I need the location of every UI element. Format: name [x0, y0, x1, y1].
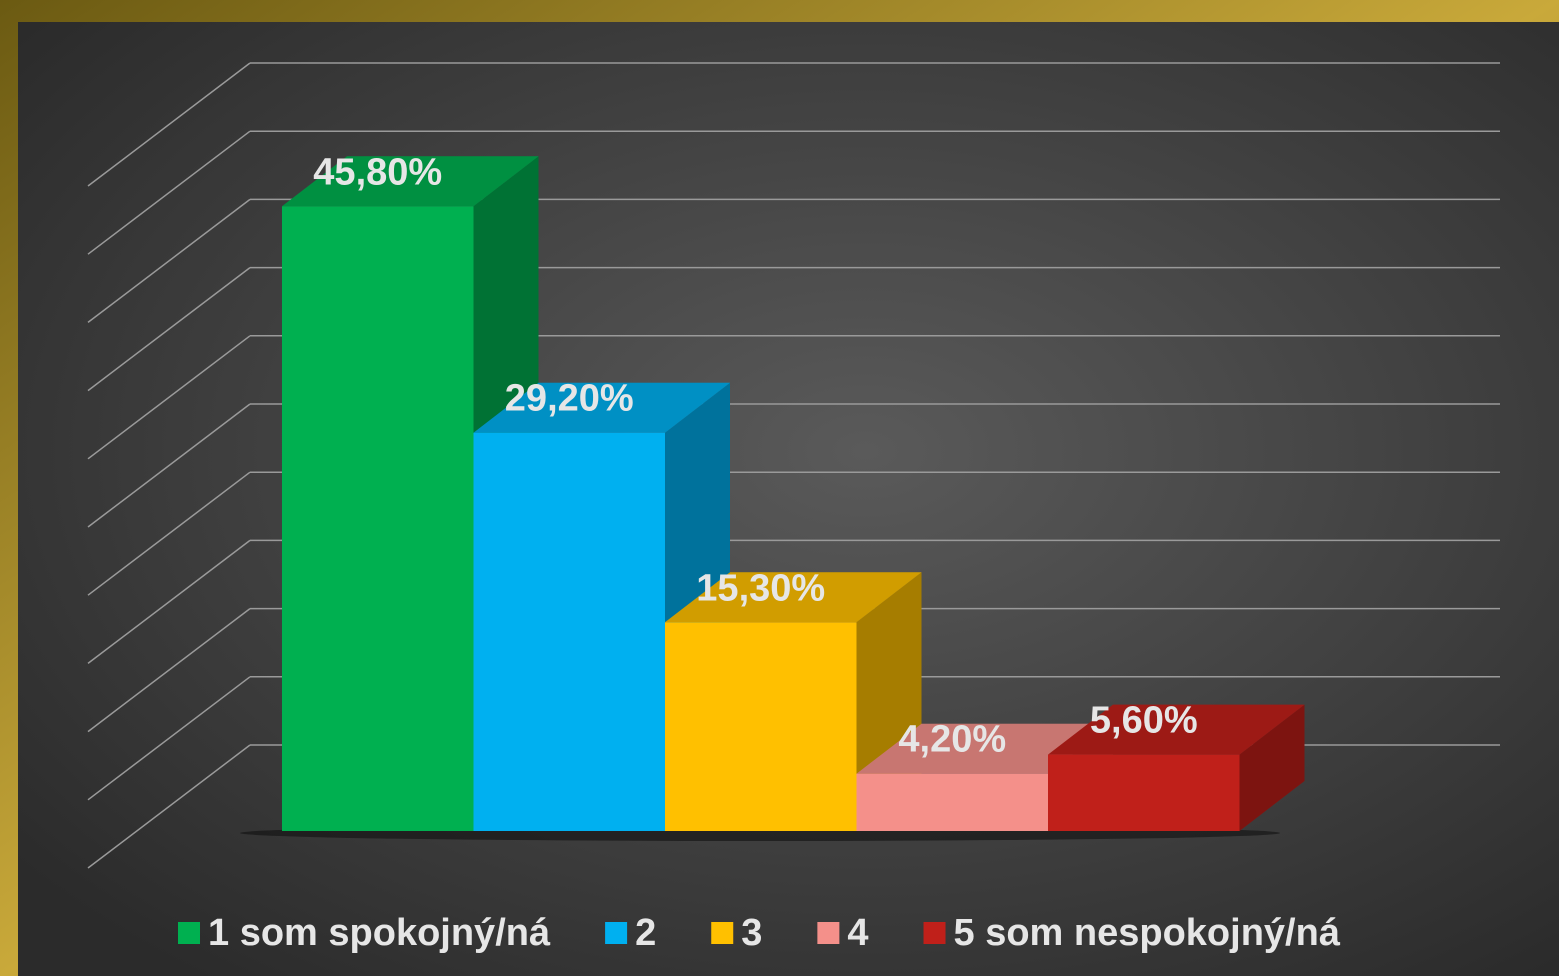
legend-label: 5 som nespokojný/ná — [954, 912, 1341, 954]
value-label: 4,20% — [898, 719, 1006, 761]
grid-line-side — [87, 62, 251, 187]
bar-top-shade — [665, 572, 922, 623]
bar — [1048, 754, 1240, 831]
bar — [665, 622, 857, 831]
bar-top — [473, 382, 730, 433]
legend-label: 3 — [741, 912, 762, 954]
legend-swatch — [605, 922, 628, 944]
grid-line-side — [87, 676, 251, 801]
grid-line-side — [87, 198, 251, 323]
grid-line-side — [87, 403, 251, 528]
bar — [473, 432, 665, 831]
grid-line-side — [87, 744, 251, 869]
bar-top-shade — [1048, 704, 1305, 755]
bar-top-shade — [473, 382, 730, 433]
legend-label: 2 — [635, 912, 656, 954]
value-label: 45,80% — [313, 151, 442, 193]
grid-line-side — [87, 471, 251, 596]
legend-label: 1 som spokojný/ná — [208, 912, 551, 954]
grid-line-side — [87, 335, 251, 460]
value-label: 15,30% — [696, 567, 825, 609]
bar-side-shade — [1239, 704, 1305, 831]
legend-swatch — [923, 922, 946, 944]
bar — [856, 773, 1048, 831]
bar-top — [282, 156, 539, 207]
bar-top — [665, 572, 922, 623]
legend-swatch — [178, 922, 200, 944]
bar-side — [1239, 704, 1305, 831]
bar — [282, 206, 474, 832]
grid-line-side — [87, 539, 251, 664]
legend-label: 4 — [847, 912, 868, 954]
legend-swatch — [711, 922, 734, 944]
bar-top-shade — [282, 156, 539, 207]
grid-line-side — [87, 130, 251, 255]
grid-line-side — [87, 608, 251, 733]
value-label: 5,60% — [1090, 700, 1198, 742]
bar-top — [1048, 704, 1305, 755]
legend-swatch — [817, 922, 840, 944]
grid-line-side — [87, 267, 251, 392]
value-label: 29,20% — [505, 378, 634, 420]
